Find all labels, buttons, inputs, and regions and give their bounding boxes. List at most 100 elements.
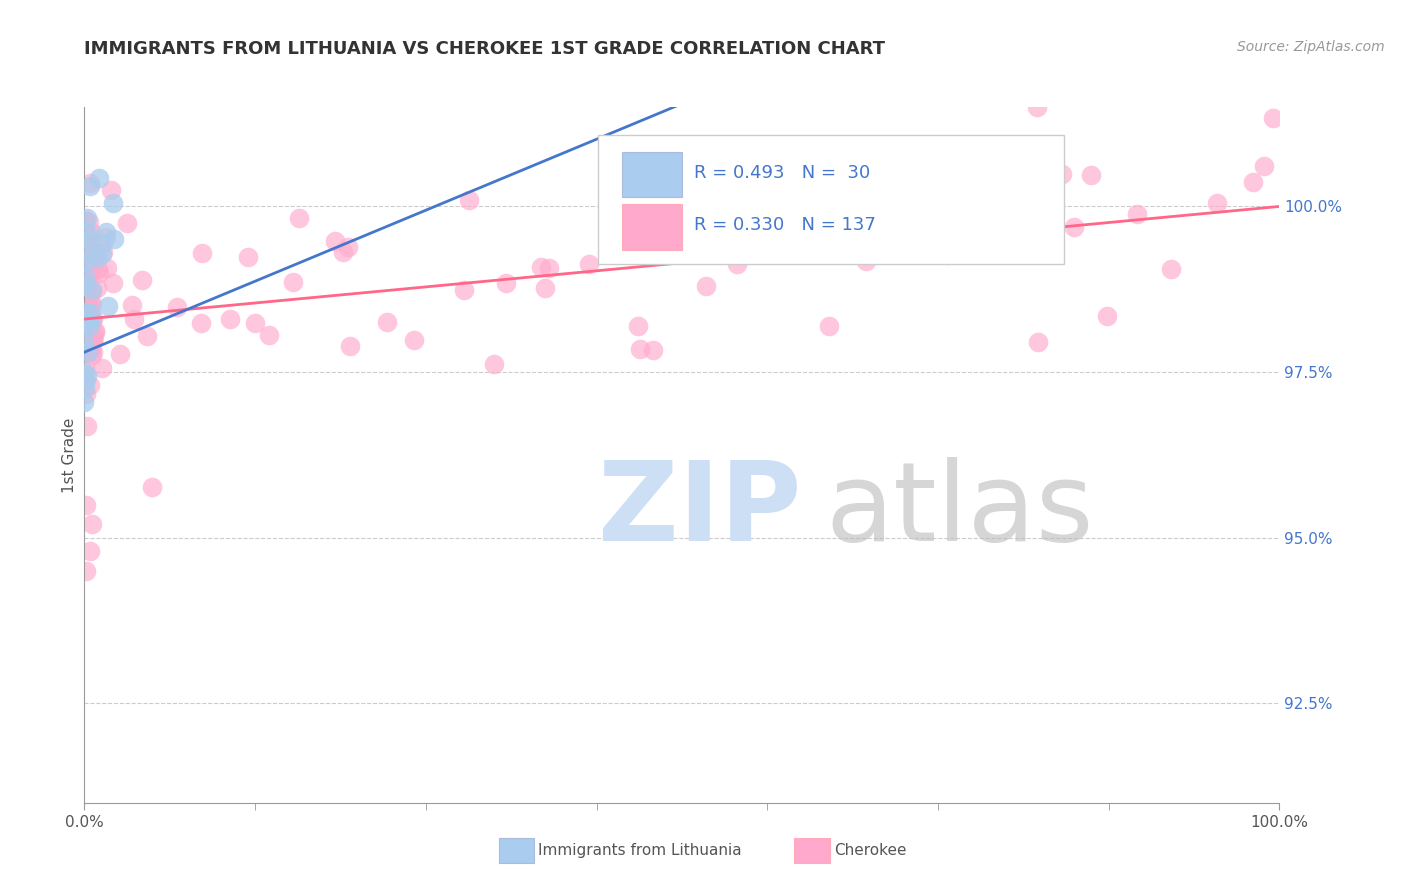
Point bbox=[91, 235, 114, 250]
Point bbox=[131, 273, 153, 287]
Text: Source: ZipAtlas.com: Source: ZipAtlas.com bbox=[1237, 40, 1385, 54]
Point bbox=[75, 213, 97, 227]
Point bbox=[91, 360, 114, 375]
Point bbox=[1080, 169, 1102, 183]
Point bbox=[190, 246, 212, 260]
Point bbox=[1253, 159, 1275, 173]
Point bbox=[323, 234, 346, 248]
Point bbox=[339, 339, 361, 353]
Point bbox=[1206, 196, 1229, 211]
Point bbox=[76, 280, 98, 294]
Point bbox=[336, 240, 359, 254]
Point bbox=[97, 300, 120, 314]
Point bbox=[79, 285, 101, 300]
Point bbox=[79, 377, 101, 392]
Point bbox=[73, 274, 96, 288]
Point bbox=[115, 216, 138, 230]
Point bbox=[236, 250, 259, 264]
Point bbox=[725, 257, 748, 271]
Point bbox=[77, 344, 100, 359]
Point bbox=[495, 277, 517, 291]
Point bbox=[86, 251, 108, 265]
Point bbox=[76, 316, 98, 330]
Point bbox=[79, 544, 101, 558]
Text: R = 0.493   N =  30: R = 0.493 N = 30 bbox=[695, 164, 870, 182]
Point bbox=[121, 298, 143, 312]
Point bbox=[75, 269, 97, 284]
Text: Cherokee: Cherokee bbox=[834, 843, 907, 857]
Point bbox=[1025, 100, 1047, 114]
Point bbox=[924, 227, 946, 241]
Point bbox=[108, 347, 131, 361]
Point bbox=[936, 248, 959, 262]
Point bbox=[482, 357, 505, 371]
Point bbox=[101, 195, 124, 210]
Point bbox=[75, 564, 97, 578]
Point bbox=[73, 285, 96, 300]
Point bbox=[75, 248, 97, 262]
Point bbox=[76, 304, 98, 318]
Point bbox=[75, 245, 97, 260]
Point bbox=[76, 211, 98, 225]
Point bbox=[79, 319, 101, 334]
Point bbox=[80, 252, 103, 266]
Point bbox=[77, 215, 100, 229]
Point bbox=[73, 371, 96, 385]
Point bbox=[1241, 175, 1264, 189]
Point bbox=[141, 480, 163, 494]
Point bbox=[219, 312, 242, 326]
Point bbox=[75, 373, 97, 387]
Point bbox=[76, 225, 98, 239]
Point bbox=[82, 344, 104, 359]
Point bbox=[73, 359, 96, 374]
Point bbox=[695, 278, 717, 293]
Point bbox=[79, 306, 101, 320]
Point bbox=[79, 179, 101, 194]
Point bbox=[76, 303, 98, 318]
Point bbox=[100, 183, 122, 197]
Point bbox=[1026, 335, 1049, 350]
Point bbox=[75, 299, 97, 313]
Point bbox=[94, 230, 117, 244]
FancyBboxPatch shape bbox=[599, 135, 1064, 263]
Point bbox=[627, 318, 650, 333]
Point bbox=[122, 311, 145, 326]
Point bbox=[734, 217, 756, 231]
Point bbox=[946, 228, 969, 243]
Bar bbox=[621, 153, 682, 197]
Point bbox=[77, 301, 100, 316]
Point bbox=[77, 265, 100, 279]
Point bbox=[79, 238, 101, 252]
Point bbox=[82, 348, 104, 362]
Point bbox=[529, 260, 551, 275]
Point bbox=[73, 237, 96, 252]
Point bbox=[1063, 219, 1085, 234]
Point bbox=[1097, 309, 1119, 323]
Point bbox=[190, 316, 212, 330]
Point bbox=[75, 387, 97, 401]
Point bbox=[75, 340, 97, 354]
Point bbox=[287, 211, 309, 225]
Point bbox=[73, 394, 96, 409]
Point bbox=[101, 276, 124, 290]
Point bbox=[457, 193, 479, 207]
Point bbox=[79, 233, 101, 247]
Point bbox=[537, 260, 560, 275]
Point bbox=[80, 284, 103, 298]
Point bbox=[533, 281, 555, 295]
Point bbox=[135, 328, 157, 343]
Point bbox=[75, 213, 97, 227]
Point bbox=[86, 262, 108, 277]
Bar bbox=[621, 204, 682, 250]
Point bbox=[453, 284, 475, 298]
Point bbox=[75, 278, 97, 293]
Point bbox=[402, 333, 425, 347]
Point bbox=[73, 328, 96, 343]
Point bbox=[96, 260, 118, 275]
Point bbox=[76, 314, 98, 328]
Point bbox=[75, 498, 97, 512]
Point bbox=[855, 253, 877, 268]
Point bbox=[75, 309, 97, 323]
Text: IMMIGRANTS FROM LITHUANIA VS CHEROKEE 1ST GRADE CORRELATION CHART: IMMIGRANTS FROM LITHUANIA VS CHEROKEE 1S… bbox=[84, 40, 886, 58]
Point bbox=[103, 231, 125, 245]
